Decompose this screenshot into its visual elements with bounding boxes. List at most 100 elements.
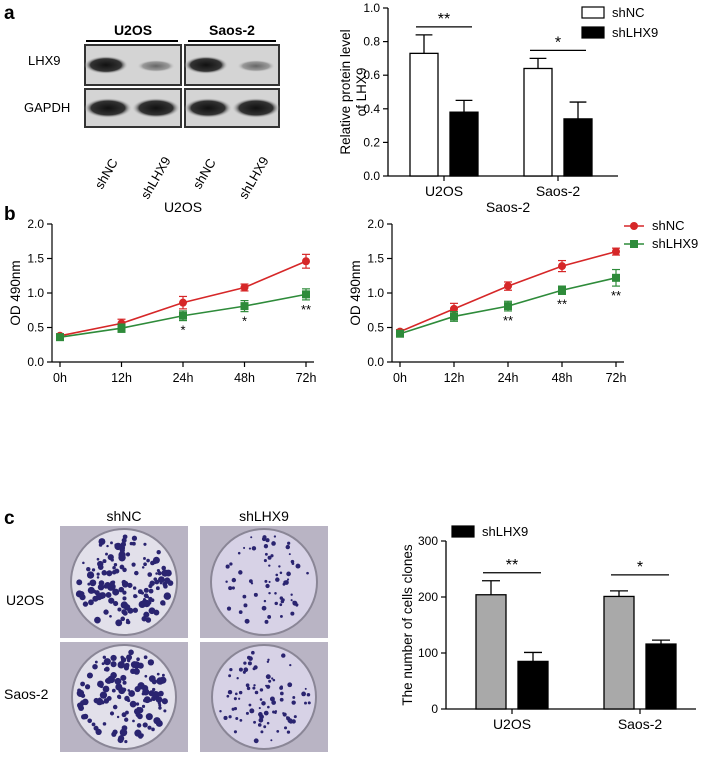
colony	[112, 729, 118, 735]
colony	[136, 657, 140, 662]
colony	[131, 562, 136, 567]
colony	[290, 599, 293, 602]
y-tick-label: 0.5	[27, 321, 44, 335]
colony-plate	[60, 526, 188, 638]
colony	[266, 660, 270, 663]
colony	[238, 667, 243, 672]
colony	[156, 568, 160, 573]
colony-col-label-shlhx9: shLHX9	[239, 508, 289, 524]
colony	[161, 569, 169, 577]
colony	[281, 653, 286, 658]
colony	[121, 725, 128, 731]
chart-title: U2OS	[164, 200, 202, 215]
data-point	[302, 257, 310, 266]
colony	[102, 559, 107, 564]
y-axis-label: Relative protein level	[338, 29, 353, 154]
colony	[102, 685, 110, 693]
data-point	[558, 286, 566, 295]
colony	[275, 577, 280, 582]
colony	[103, 583, 109, 589]
colony	[307, 701, 311, 705]
colony	[301, 691, 306, 697]
colony	[87, 718, 92, 724]
colony	[228, 690, 231, 694]
panel-label-b: b	[4, 204, 16, 225]
x-tick-label: 24h	[173, 371, 194, 385]
significance-marker: **	[301, 302, 311, 317]
blot-header-u2os: U2OS	[113, 22, 153, 38]
colony	[117, 695, 122, 700]
colony	[288, 553, 291, 556]
legend-marker	[630, 222, 638, 230]
legend-swatch	[581, 6, 605, 19]
colony	[119, 545, 126, 551]
colony	[158, 690, 164, 697]
lane-label: shNC	[92, 156, 121, 192]
colony	[117, 607, 122, 612]
colony	[268, 679, 272, 683]
colony	[120, 657, 127, 663]
colony	[129, 700, 137, 708]
data-point	[504, 282, 512, 291]
bar	[603, 595, 635, 710]
colony	[279, 686, 284, 690]
colony	[263, 559, 267, 563]
legend-label: shLHX9	[612, 25, 658, 40]
colony	[157, 571, 162, 576]
colony	[228, 586, 233, 591]
colony	[147, 725, 152, 730]
colony	[118, 554, 122, 558]
colony	[151, 687, 156, 692]
colony	[238, 570, 243, 575]
legend-swatch	[451, 525, 475, 538]
colony	[137, 682, 145, 690]
colony	[295, 603, 299, 607]
x-tick-label: 0h	[393, 371, 407, 385]
colony	[77, 693, 80, 696]
colony	[149, 580, 155, 586]
colony	[279, 603, 283, 607]
y-tick-label: 2.0	[367, 217, 384, 231]
colony	[155, 572, 158, 575]
x-tick-label: 72h	[296, 371, 317, 385]
colony	[264, 552, 268, 556]
colony	[142, 722, 148, 728]
colony	[151, 679, 157, 685]
colony	[163, 584, 168, 589]
colony	[156, 677, 164, 685]
colony	[243, 603, 248, 608]
colony	[290, 593, 293, 596]
legend-label: shLHX9	[652, 236, 698, 251]
colony	[134, 729, 142, 737]
colony	[103, 658, 111, 666]
colony	[113, 562, 118, 567]
colony	[134, 570, 139, 576]
data-point	[450, 304, 458, 313]
colony	[155, 586, 160, 591]
colony	[253, 720, 257, 724]
colony	[143, 611, 150, 618]
lane-label: shLHX9	[236, 154, 272, 200]
colony	[100, 700, 105, 705]
colony	[97, 583, 105, 591]
colony	[80, 681, 86, 687]
colony	[231, 577, 237, 583]
data-point	[240, 283, 249, 292]
data-point	[450, 312, 458, 321]
blot-image	[84, 44, 280, 128]
colony	[145, 617, 152, 623]
colony	[151, 727, 155, 732]
y-tick-label: 1.0	[363, 1, 380, 15]
colony	[77, 688, 82, 693]
colony	[105, 552, 108, 556]
colony	[246, 686, 251, 691]
colony	[91, 722, 96, 727]
colony	[122, 567, 127, 573]
colony	[102, 722, 107, 726]
significance-marker: **	[611, 288, 621, 303]
colony	[76, 579, 83, 586]
y-tick-label: 0.0	[367, 355, 384, 369]
colony	[137, 662, 144, 669]
bar	[517, 660, 549, 710]
colony	[143, 562, 147, 567]
